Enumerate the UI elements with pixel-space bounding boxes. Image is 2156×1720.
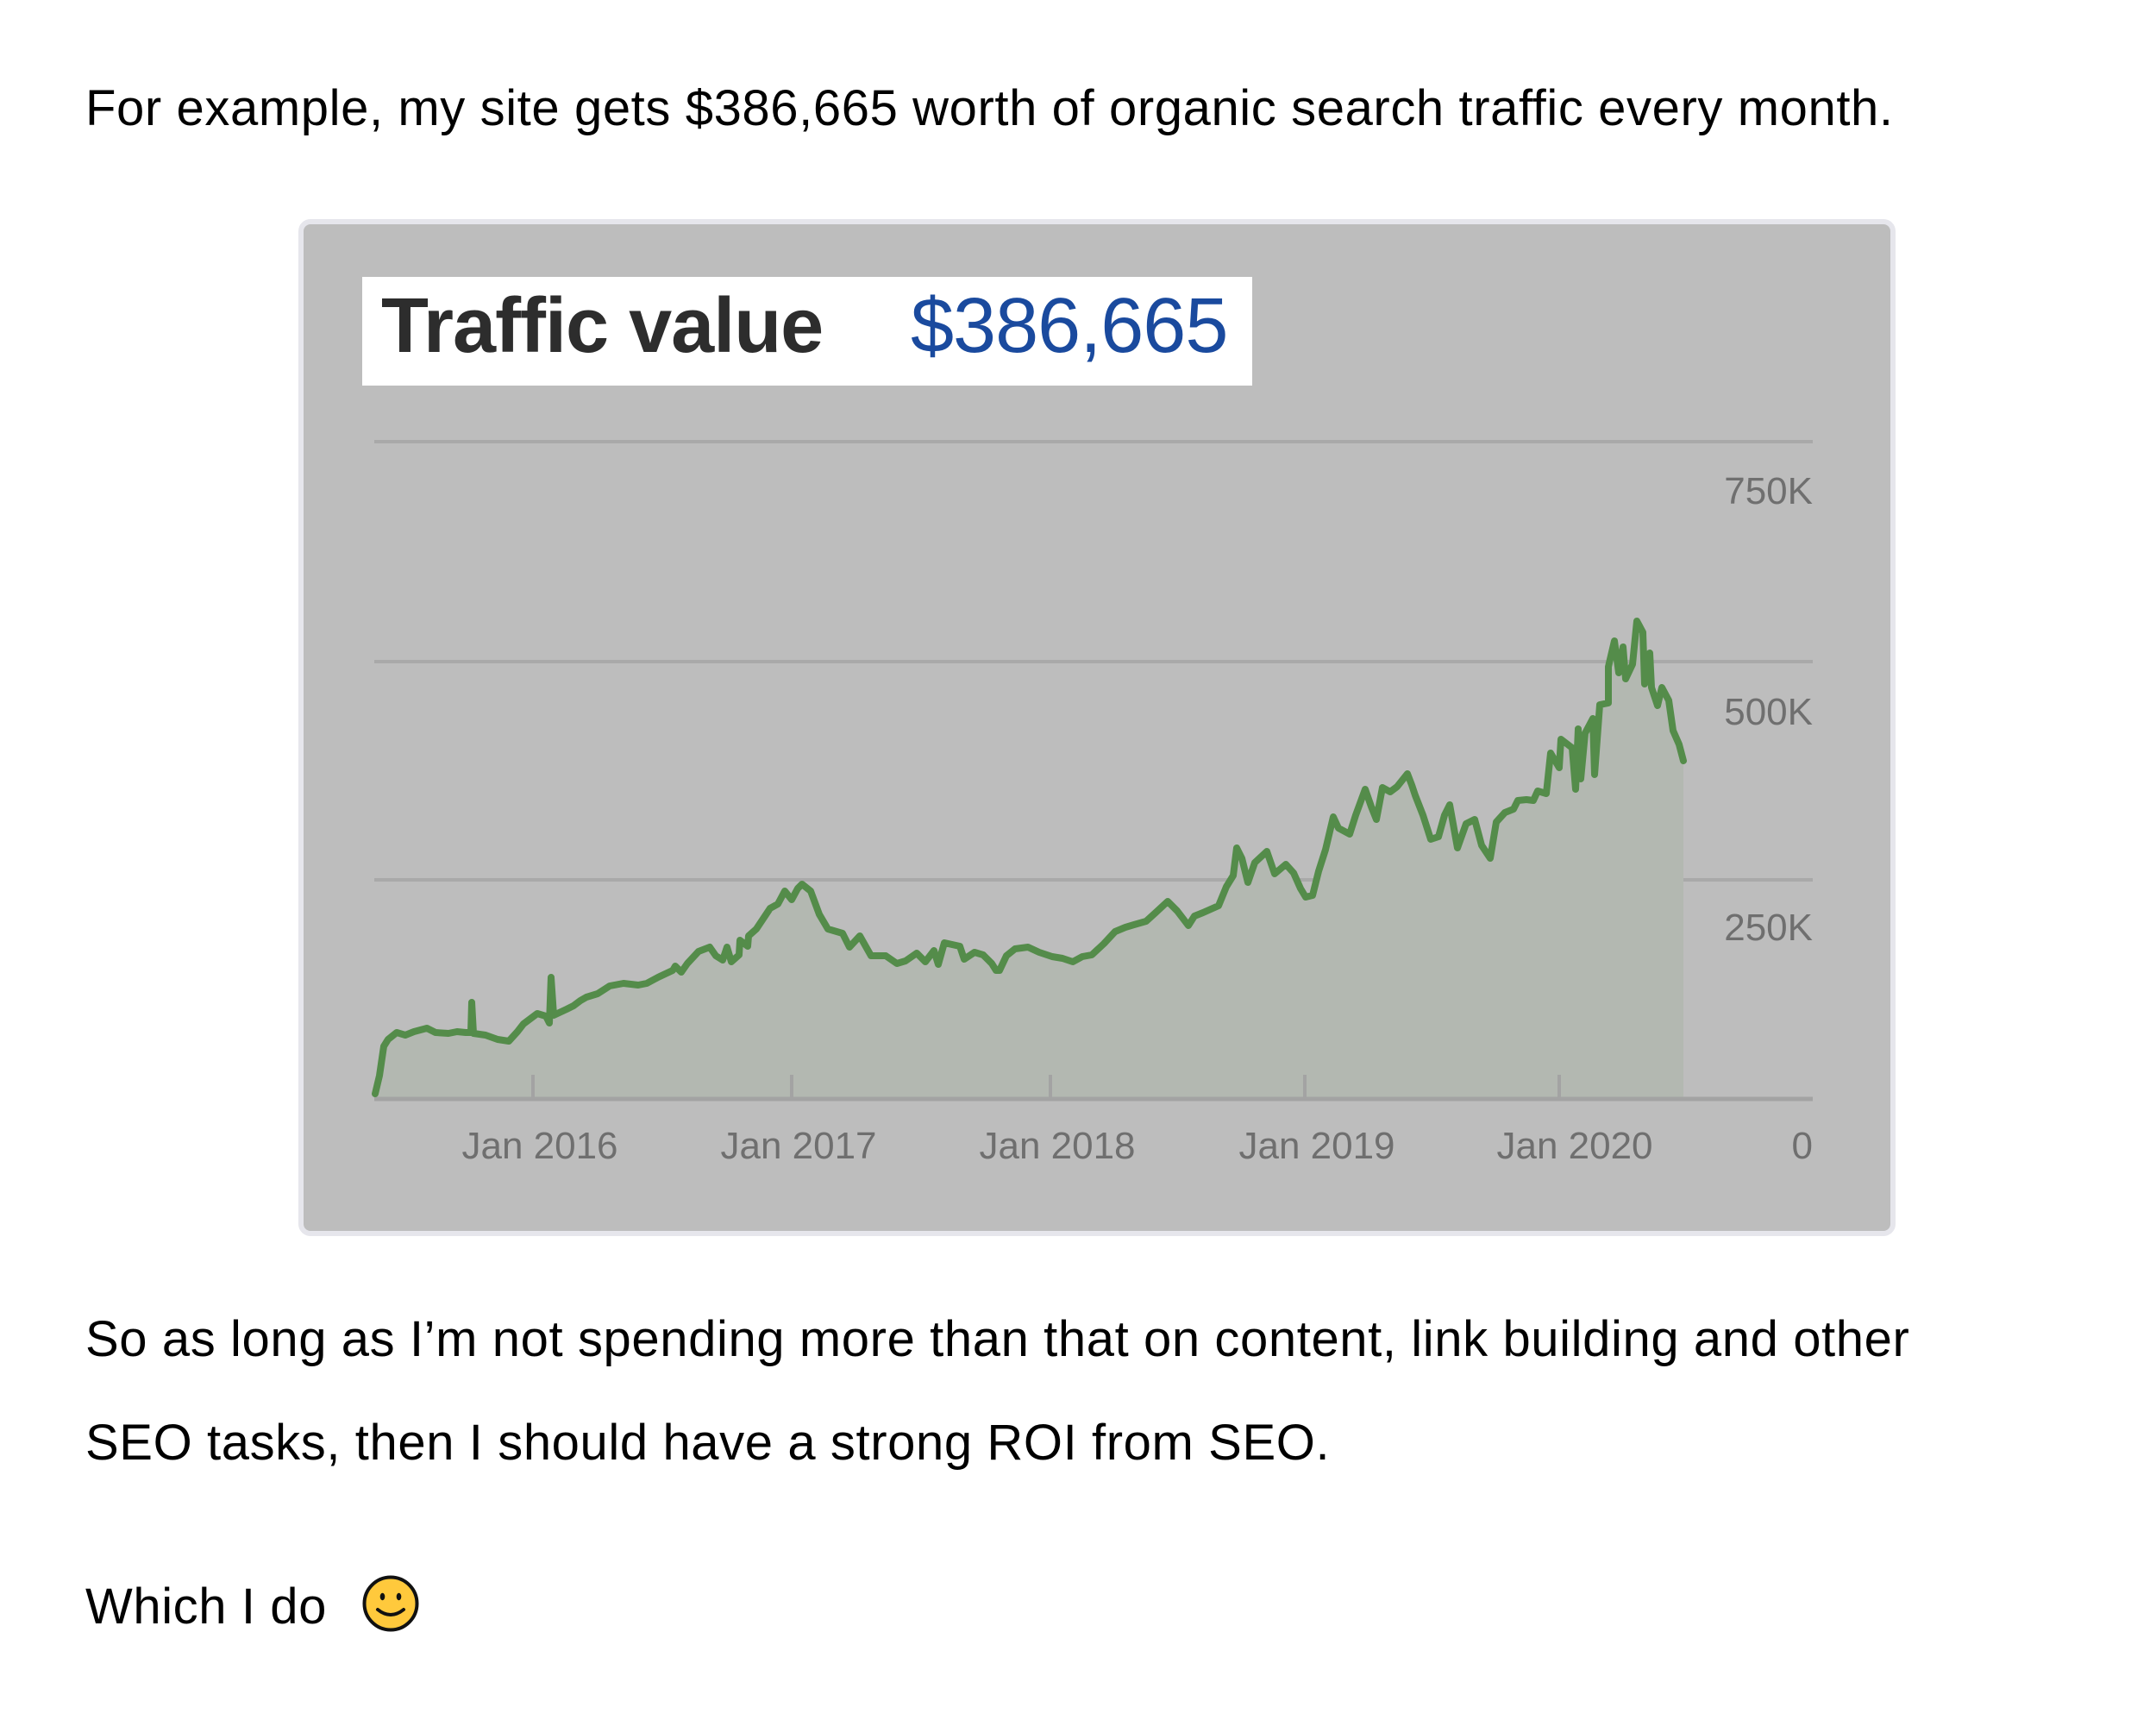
traffic-area-fill: [375, 621, 1683, 1098]
smiling-face-emoji-icon: [362, 1575, 419, 1632]
traffic-value-amount: $386,665: [911, 283, 1228, 369]
y-label-500k: 500K: [1724, 691, 1813, 733]
x-label-2020: Jan 2020: [1496, 1125, 1652, 1167]
x-label-2019: Jan 2019: [1238, 1125, 1395, 1167]
x-axis-ticks: [531, 1075, 1561, 1098]
roi-paragraph-line-2: SEO tasks, then I should have a strong R…: [85, 1415, 1331, 1471]
x-axis-labels: Jan 2016 Jan 2017 Jan 2018 Jan 2019 Jan …: [461, 1125, 1652, 1167]
y-label-250k: 250K: [1724, 907, 1813, 949]
traffic-value-label: Traffic value: [381, 283, 824, 369]
closing-paragraph: Which I do: [85, 1579, 327, 1635]
x-label-2016: Jan 2016: [461, 1125, 617, 1167]
x-label-2017: Jan 2017: [720, 1125, 876, 1167]
traffic-line: [372, 618, 1687, 1097]
roi-paragraph-line-1: So as long as I’m not spending more than…: [85, 1311, 1910, 1367]
traffic-value-header: [362, 277, 1252, 386]
x-label-2018: Jan 2018: [979, 1125, 1135, 1167]
y-axis-labels: 750K 500K 250K 0: [1724, 470, 1813, 1167]
y-label-750k: 750K: [1724, 470, 1813, 512]
intro-paragraph: For example, my site gets $386,665 worth…: [85, 80, 1894, 136]
y-label-0: 0: [1792, 1125, 1813, 1167]
